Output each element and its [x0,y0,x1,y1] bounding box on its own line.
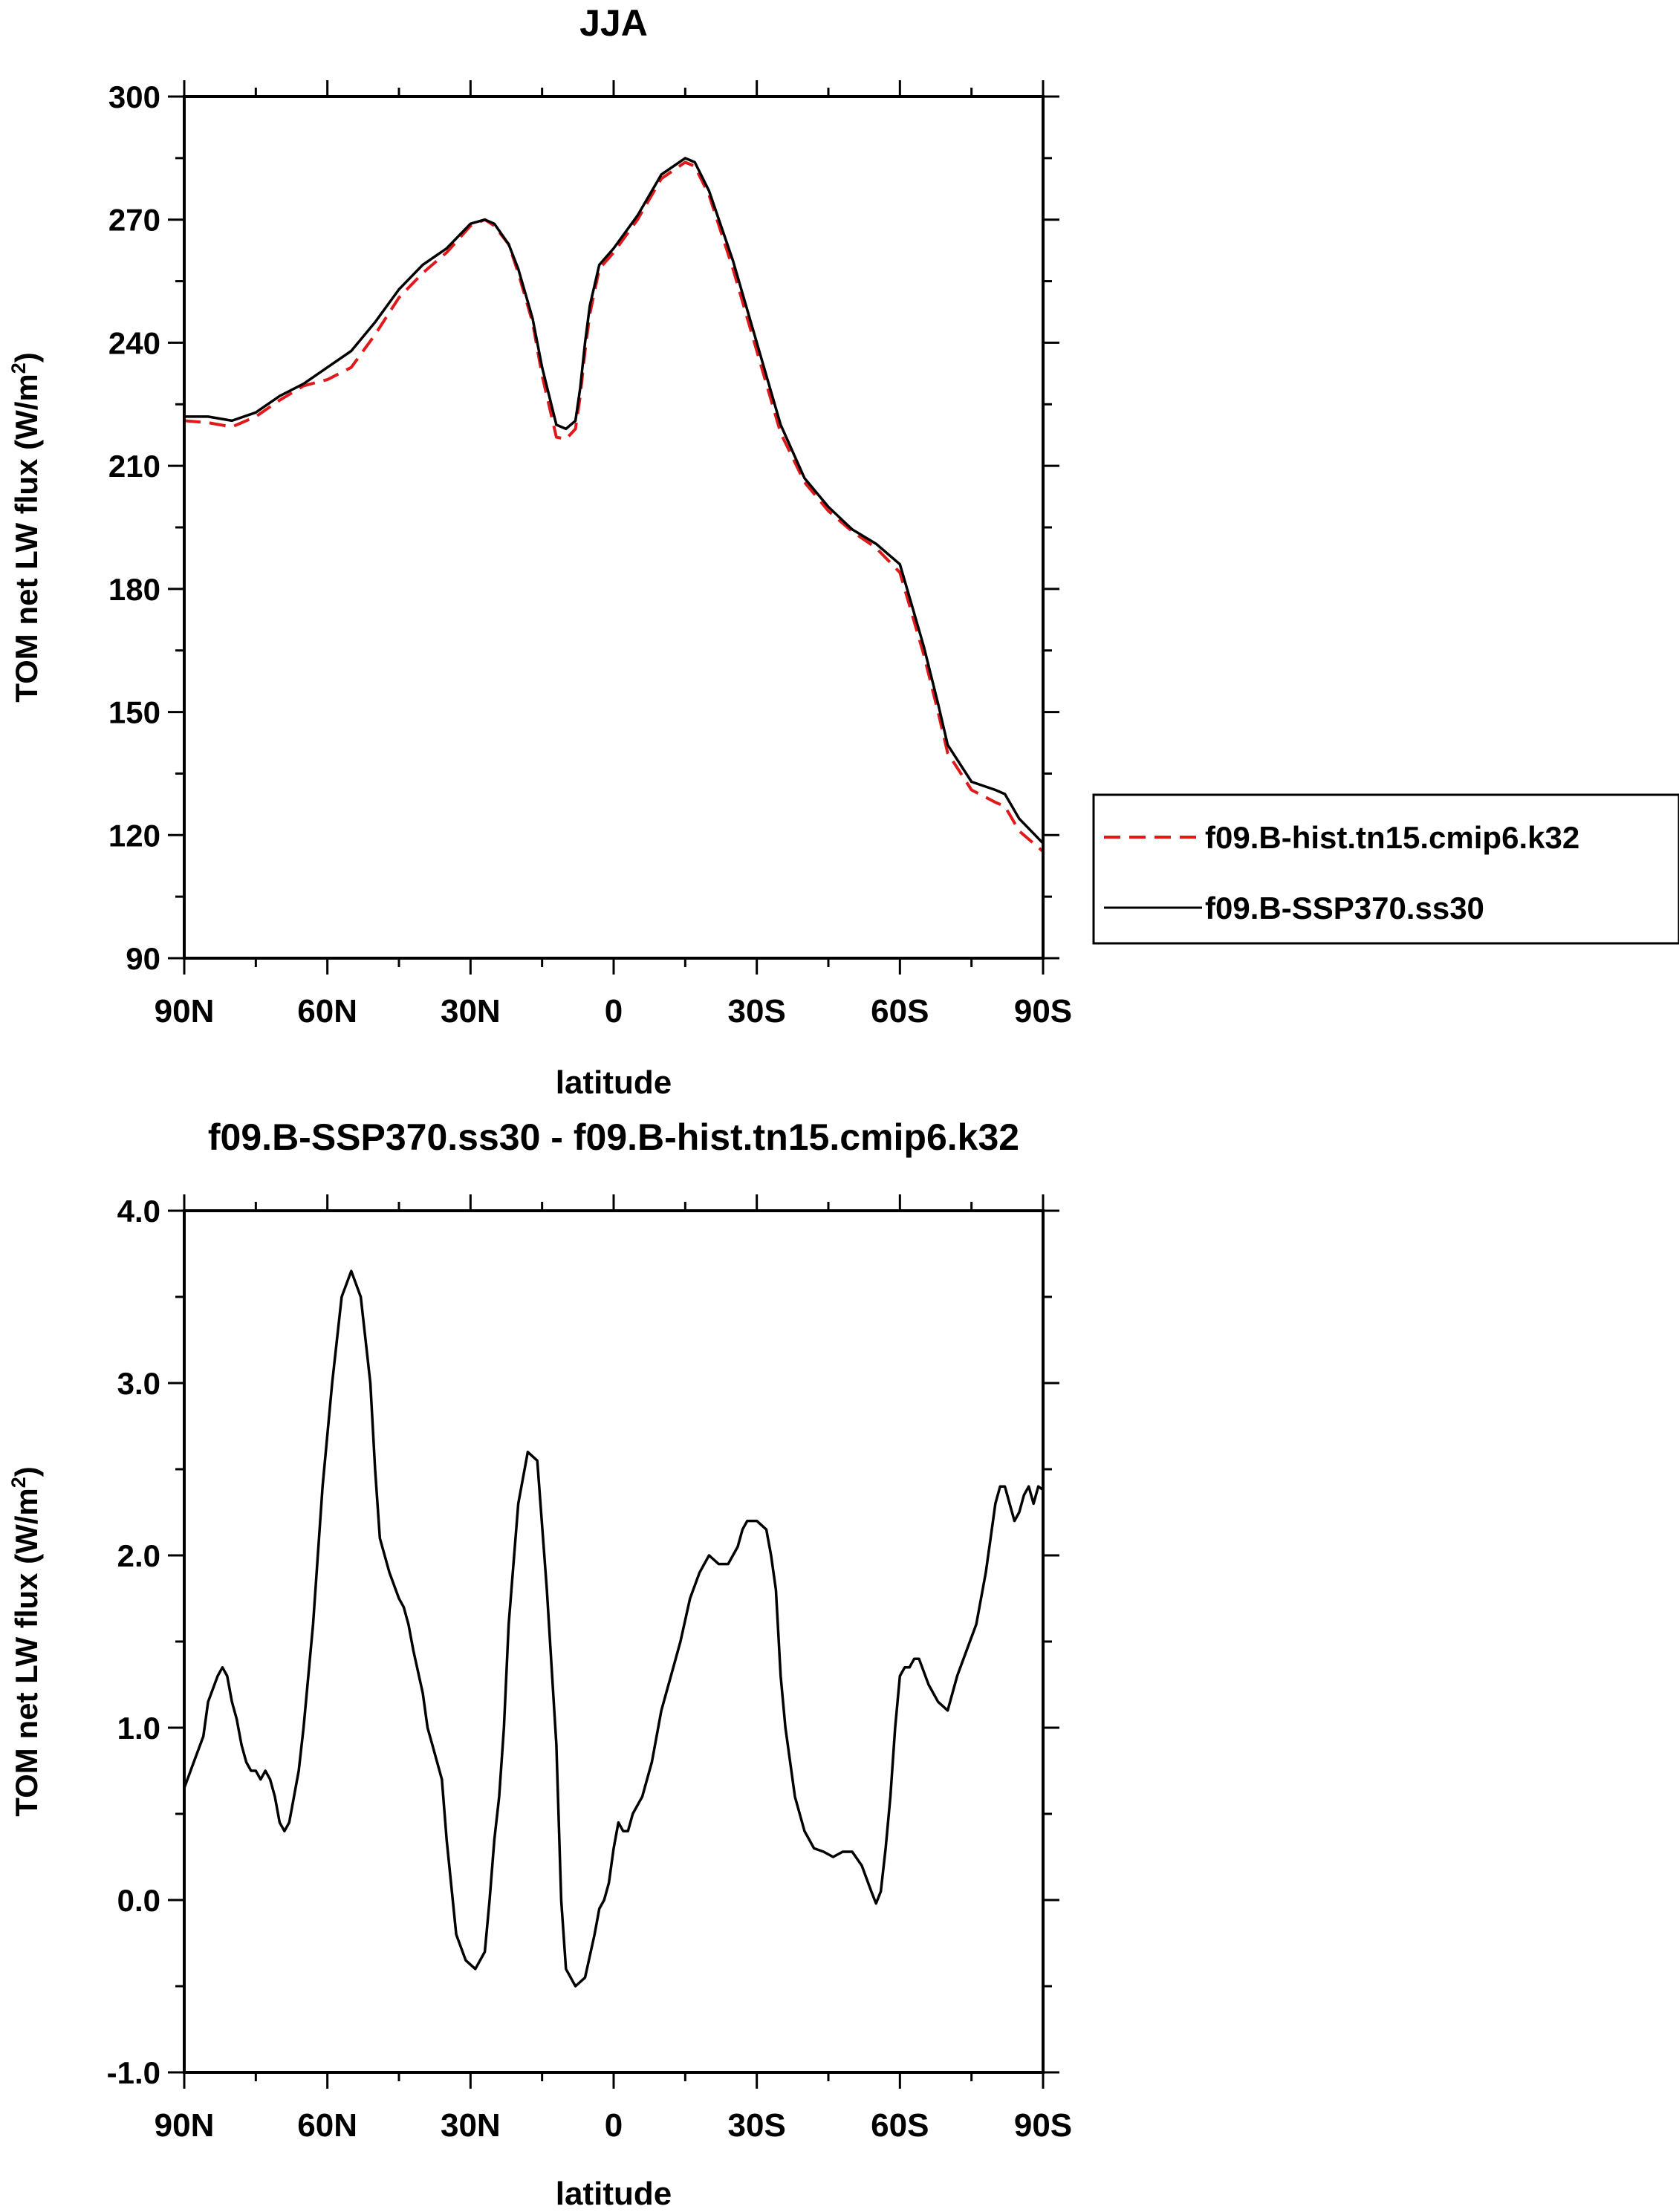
y-tick-label: 180 [108,572,160,607]
series-line-f09-b-ssp370-ss30 [184,157,1045,845]
x-tick-label: 30S [728,993,786,1029]
y-tick-label: 150 [108,695,160,730]
y-tick-label: 300 [108,79,160,114]
x-tick-label: 90S [1014,2107,1072,2144]
bottom-plot-frame [183,1209,1045,2074]
legend-label-hist: f09.B-hist.tn15.cmip6.k32 [1205,820,1579,855]
bottom-y-axis-label: TOM net LW flux (W/m2) [7,1466,44,1817]
x-tick-label: 30N [441,993,501,1029]
y-tick-label: 3.0 [117,1366,160,1401]
top-plot-frame [183,95,1045,960]
x-tick-label: 0 [605,993,623,1029]
y-tick-label: 2.0 [117,1538,160,1573]
x-tick-label: 90N [155,993,215,1029]
x-tick-label: 30S [728,2107,786,2144]
x-tick-label: 60S [871,993,929,1029]
x-tick-label: 60N [297,993,357,1029]
series-line-f09-b-hist-tn15-cmip6-k32 [184,160,1045,853]
legend-label-ssp370: f09.B-SSP370.ss30 [1205,891,1484,926]
bottom-x-axis-label: latitude [556,2176,672,2212]
x-tick-label: 60S [871,2107,929,2144]
y-tick-label: 90 [126,941,160,976]
y-tick-label: 270 [108,203,160,238]
legend: f09.B-hist.tn15.cmip6.k32 f09.B-SSP370.s… [1092,793,1679,945]
legend-box [1092,793,1679,945]
y-tick-label: 240 [108,325,160,360]
top-panel: JJA 90 120 150 180 210 240 270 300 90N 60N 30N 0 30… [7,2,1679,1101]
y-tick-label: 0.0 [117,1883,160,1918]
y-tick-label: 210 [108,449,160,484]
y-tick-label: -1.0 [107,2055,160,2090]
x-tick-label: 30N [441,2107,501,2144]
x-tick-label: 90N [155,2107,215,2144]
bottom-panel-title: f09.B-SSP370.ss30 - f09.B-hist.tn15.cmip… [208,1116,1019,1158]
series-line-difference [183,1269,1045,1988]
top-x-axis-label: latitude [556,1064,672,1101]
x-tick-label: 60N [297,2107,357,2144]
x-tick-label: 0 [605,2107,623,2144]
top-panel-title: JJA [579,2,648,44]
x-tick-label: 90S [1014,993,1072,1029]
top-y-axis-label: TOM net LW flux (W/m2) [7,352,44,703]
bottom-panel: f09.B-SSP370.ss30 - f09.B-hist.tn15.cmip… [7,1116,1072,2212]
y-tick-label: 1.0 [117,1711,160,1746]
y-tick-label: 4.0 [117,1194,160,1229]
y-tick-label: 120 [108,818,160,853]
